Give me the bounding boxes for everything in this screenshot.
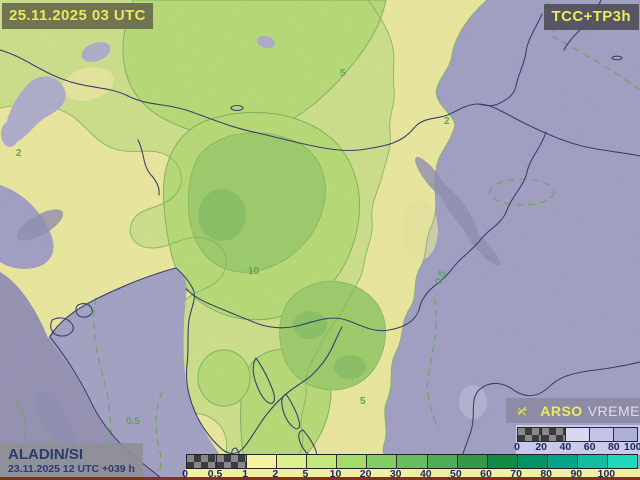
model-base-run: 23.11.2025 12 UTC +039 h — [8, 463, 135, 475]
legend-cell — [397, 455, 428, 468]
legend-cell — [614, 428, 637, 441]
legend-tick-label: 40 — [559, 441, 572, 453]
contour-value-label: 2 — [444, 116, 450, 127]
legend-tick-label: 50 — [450, 468, 462, 480]
cloud-cover-scale-bar — [517, 427, 638, 442]
legend-tick-label: 1 — [242, 468, 249, 480]
legend-cell — [487, 455, 518, 468]
legend-tick-label: 70 — [510, 468, 522, 480]
legend-tick-label: 2 — [272, 468, 279, 480]
contour-value-label: 10 — [248, 266, 260, 277]
precipitation-scale-ticks: 0 0.5 1 2 5 10 20 30 40 50 60 70 80 90 100 — [182, 468, 640, 480]
legend-tick-label: 100 — [597, 468, 616, 480]
arso-logo-secondary: VREME — [587, 402, 640, 419]
model-info-box: ALADIN/SI 23.11.2025 12 UTC +039 h — [0, 443, 143, 480]
legend-tick-label: 90 — [570, 468, 583, 480]
legend-cell — [217, 455, 248, 468]
legend-tick-label: 40 — [419, 468, 432, 480]
legend-cell — [547, 455, 578, 468]
legend-cell — [457, 455, 488, 468]
cloud-cover-legend: 0 20 40 60 80 100 — [514, 425, 640, 455]
legend-tick-label: 100 — [623, 441, 640, 453]
precipitation-legend: 0 0.5 1 2 5 10 20 30 40 50 60 70 80 90 100 — [182, 453, 640, 480]
legend-cell — [607, 455, 637, 468]
legend-cell — [577, 455, 608, 468]
contour-value-label: 5 — [360, 396, 366, 407]
legend-cell — [367, 455, 398, 468]
contour-value-label: 5 — [340, 68, 346, 79]
arso-logo-primary: ARSO — [540, 402, 583, 419]
precipitation-scale-bar — [186, 454, 638, 469]
legend-tick-label: 20 — [535, 441, 548, 453]
legend-cell — [247, 455, 278, 468]
legend-tick-label: 60 — [480, 468, 492, 480]
legend-tick-label: 0.5 — [207, 468, 223, 480]
legend-cell — [542, 428, 566, 441]
legend-tick-label: 10 — [329, 468, 342, 480]
arso-logo: ARSO VREME — [506, 398, 640, 423]
legend-cell — [517, 455, 548, 468]
contour-value-label: 2 — [16, 148, 22, 159]
legend-tick-label: 60 — [583, 441, 596, 453]
run-datetime-text: 25.11.2025 03 UTC — [9, 7, 146, 24]
product-text: TCC+TP3h — [551, 8, 631, 25]
legend-tick-label: 20 — [359, 468, 372, 480]
arso-sun-icon — [517, 406, 527, 415]
legend-cell — [427, 455, 458, 468]
legend-cell — [590, 428, 614, 441]
cloud-cover-scale-ticks: 0 20 40 60 80 100 — [514, 441, 640, 454]
legend-tick-label: 5 — [302, 468, 309, 480]
legend-tick-label: 80 — [607, 441, 620, 453]
legend-cell — [566, 428, 590, 441]
legend-tick-label: 0 — [514, 441, 520, 453]
legend-cell — [337, 455, 368, 468]
legend-tick-label: 0 — [182, 468, 188, 480]
contour-value-label: 0.5 — [126, 416, 140, 427]
legend-cell — [277, 455, 308, 468]
legend-cell — [187, 455, 218, 468]
legend-tick-label: 80 — [540, 468, 553, 480]
legend-cell — [307, 455, 338, 468]
legend-tick-label: 30 — [389, 468, 402, 480]
run-datetime-box: 25.11.2025 03 UTC — [2, 3, 153, 29]
legend-cell — [518, 428, 542, 441]
product-box: TCC+TP3h — [543, 4, 639, 30]
model-name: ALADIN/SI — [8, 446, 83, 463]
map-frame-edge — [0, 477, 640, 480]
